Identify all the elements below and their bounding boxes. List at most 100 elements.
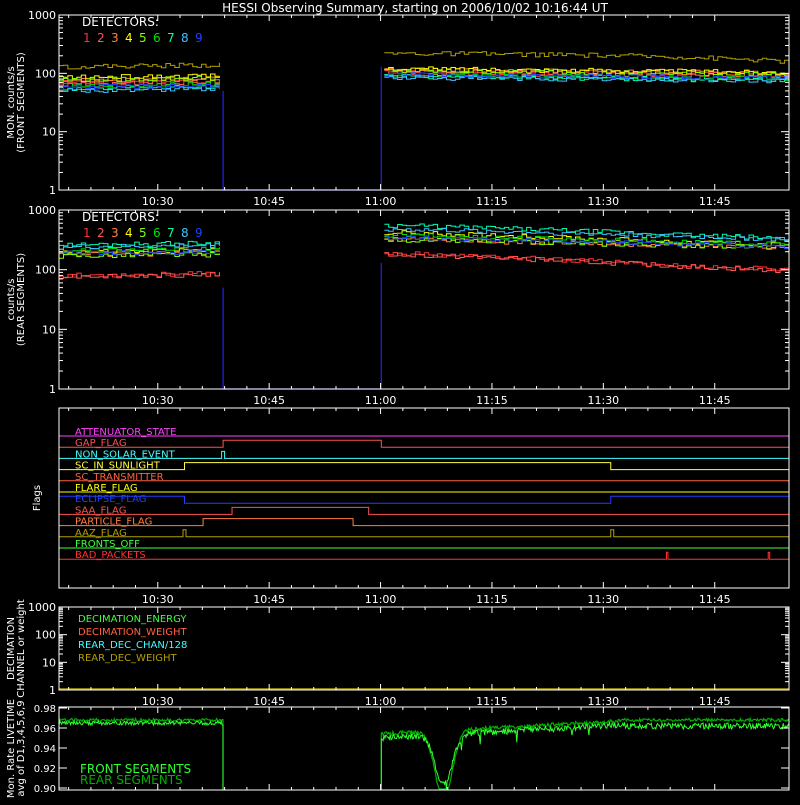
livetime-series-rear [58,716,790,790]
flag-trace [59,439,789,448]
flags-xtick-label: 11:00 [365,593,397,606]
front-ytick-label: 1000 [28,9,56,22]
decimation-legend-item: REAR_DEC_WEIGHT [78,653,177,664]
decimation-xtick-label: 11:30 [587,695,619,708]
decimation-xtick-label: 11:15 [476,695,508,708]
livetime-legend-item: REAR SEGMENTS [80,773,183,787]
livetime-ytick-label: 0.96 [34,724,56,735]
decimation-legend-item: DECIMATION_ENERGY [78,614,187,625]
rear-xtick-label: 11:15 [476,394,508,407]
front-series-5 [59,68,790,82]
rear-legend-title: DETECTORS: [82,210,159,224]
front-legend-digit: 2 [97,31,105,45]
rear-xtick-label: 10:45 [253,394,285,407]
livetime-ytick-label: 0.90 [34,784,56,795]
front-ylabel: (FRONT SEGMENTS) [16,52,27,153]
front-ytick-label: 1 [49,184,56,197]
livetime-ytick-label: 0.98 [34,704,56,715]
decimation-ylabel: DECIMATION [6,617,17,680]
livetime-ylabel: Mon. Rate LIVETIME [6,699,17,798]
rear-ytick-label: 1 [49,383,56,396]
decimation-ytick-label: 100 [35,629,56,642]
rear-legend-digit: 1 [83,226,91,240]
rear-ytick-label: 1000 [28,204,56,217]
rear-xtick-label: 11:45 [699,394,731,407]
decimation-ytick-label: 1 [49,684,56,697]
rear-xtick-label: 11:30 [587,394,619,407]
flag-label: NON_SOLAR_EVENT [75,449,176,460]
flags-ylabel: Flags [32,485,43,511]
rear-ylabel: counts/s [6,278,17,320]
rear-legend-digit: 6 [153,226,161,240]
decimation-xtick-label: 10:30 [142,695,174,708]
flag-label: ECLIPSE_FLAG [75,494,146,505]
front-xtick-label: 10:30 [142,195,174,208]
flags-xtick-label: 10:45 [253,593,285,606]
livetime-ytick-label: 0.94 [34,744,56,755]
rear-ytick-label: 100 [35,264,56,277]
decimation-ytick-label: 10 [42,656,56,669]
front-legend-digit: 4 [125,31,133,45]
decimation-frame [58,606,790,691]
rear-series-9 [59,235,790,256]
front-series-total [59,51,790,70]
front-legend-digit: 1 [83,31,91,45]
flag-trace [59,518,789,527]
flag-label: ATTENUATOR_STATE [75,427,176,438]
flag-label: GAP_FLAG [75,438,127,449]
flags-xtick-label: 11:15 [476,593,508,606]
rear-series-8 [59,228,790,250]
flag-label: PARTICLE_FLAG [75,517,152,528]
decimation-xtick-label: 11:00 [365,695,397,708]
livetime-legend-item: FRONT SEGMENTS [80,762,191,776]
front-legend-title: DETECTORS: [82,15,159,29]
flag-trace [59,506,789,515]
livetime-ytick-label: 0.92 [34,764,56,775]
front-xtick-label: 10:45 [253,195,285,208]
rear-legend-digit: 9 [195,226,203,240]
flag-label: FLARE_FLAG [75,483,138,494]
decimation-xtick-label: 11:45 [699,695,731,708]
front-legend-digit: 5 [139,31,147,45]
decimation-legend-item: DECIMATION_WEIGHT [78,627,187,638]
decimation-legend-item: REAR_DEC_CHAN/128 [78,640,187,651]
rear-xtick-label: 11:00 [365,394,397,407]
main-title: HESSI Observing Summary, starting on 200… [222,1,608,15]
front-frame [58,14,790,191]
flags-xtick-label: 11:30 [587,593,619,606]
front-xtick-label: 11:00 [365,195,397,208]
front-ylabel: MON. counts/s [6,66,17,138]
front-legend-digit: 7 [167,31,175,45]
livetime-ylabel: avg of D1,3,4,5,6,9 [16,700,27,796]
flag-label: FRONTS_OFF [75,539,140,550]
front-xtick-label: 11:45 [699,195,731,208]
front-legend-digit: 3 [111,31,119,45]
rear-legend-digit: 5 [139,226,147,240]
flag-trace [59,551,789,560]
rear-frame [58,209,790,390]
flag-label: SAA_FLAG [75,505,126,516]
front-xtick-label: 11:30 [587,195,619,208]
front-series-4 [59,66,790,80]
rear-legend-digit: 7 [167,226,175,240]
flags-frame [58,407,790,589]
front-ytick-label: 10 [42,126,56,139]
front-series-9 [59,72,790,90]
rear-legend-digit: 4 [125,226,133,240]
decimation-ytick-label: 1000 [28,601,56,614]
front-series-8 [59,75,790,93]
rear-ytick-label: 10 [42,323,56,336]
front-legend-digit: 9 [195,31,203,45]
flag-trace [59,450,789,459]
front-ytick-label: 100 [35,67,56,80]
decimation-ylabel: CHANNEL or weight [16,599,27,698]
flag-trace [59,462,789,471]
rear-ylabel: (REAR SEGMENTS) [16,253,27,346]
rear-legend-digit: 3 [111,226,119,240]
front-legend-digit: 8 [181,31,189,45]
decimation-xtick-label: 10:45 [253,695,285,708]
flag-label: SC_TRANSMITTER [75,472,164,483]
flag-trace [59,529,789,538]
